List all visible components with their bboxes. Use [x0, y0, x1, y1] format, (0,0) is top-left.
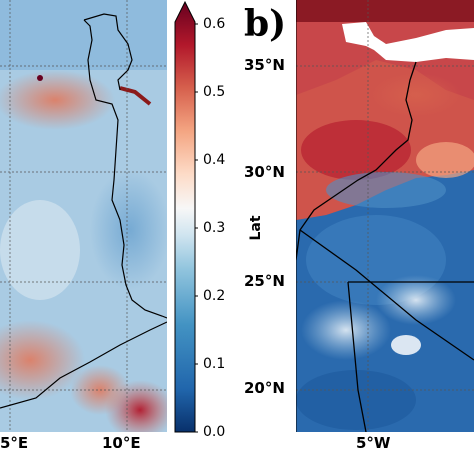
right-map-xtick-5w: 5°W — [356, 434, 391, 452]
right-map-panel — [296, 0, 474, 432]
colorbar-tick: 0.4 — [203, 152, 226, 168]
left-map-xtick-10e: 10°E — [102, 434, 141, 452]
right-map-ytick-20n: 20°N — [244, 379, 285, 397]
colorbar-tick: 0.6 — [203, 16, 226, 32]
colorbar — [174, 0, 199, 434]
right-map-field — [296, 0, 474, 432]
right-map-ylabel-wrap: Lat — [248, 208, 264, 248]
colorbar-gradient — [174, 0, 199, 433]
colorbar-tick: 0.0 — [203, 424, 226, 440]
left-map-xtick-5e: 5°E — [0, 434, 29, 452]
right-map-ylabel: Lat — [248, 215, 264, 241]
right-map-ytick-35n: 35°N — [244, 56, 285, 74]
colorbar-tick: 0.2 — [203, 288, 226, 304]
left-map-panel — [0, 0, 167, 432]
colorbar-tick: 0.3 — [203, 220, 226, 236]
right-map-ytick-25n: 25°N — [244, 272, 285, 290]
colorbar-tick: 0.1 — [203, 356, 226, 372]
colorbar-tick: 0.5 — [203, 84, 226, 100]
left-map-field — [0, 0, 167, 432]
right-map-ytick-30n: 30°N — [244, 163, 285, 181]
panel-b-label: b) — [244, 3, 287, 45]
